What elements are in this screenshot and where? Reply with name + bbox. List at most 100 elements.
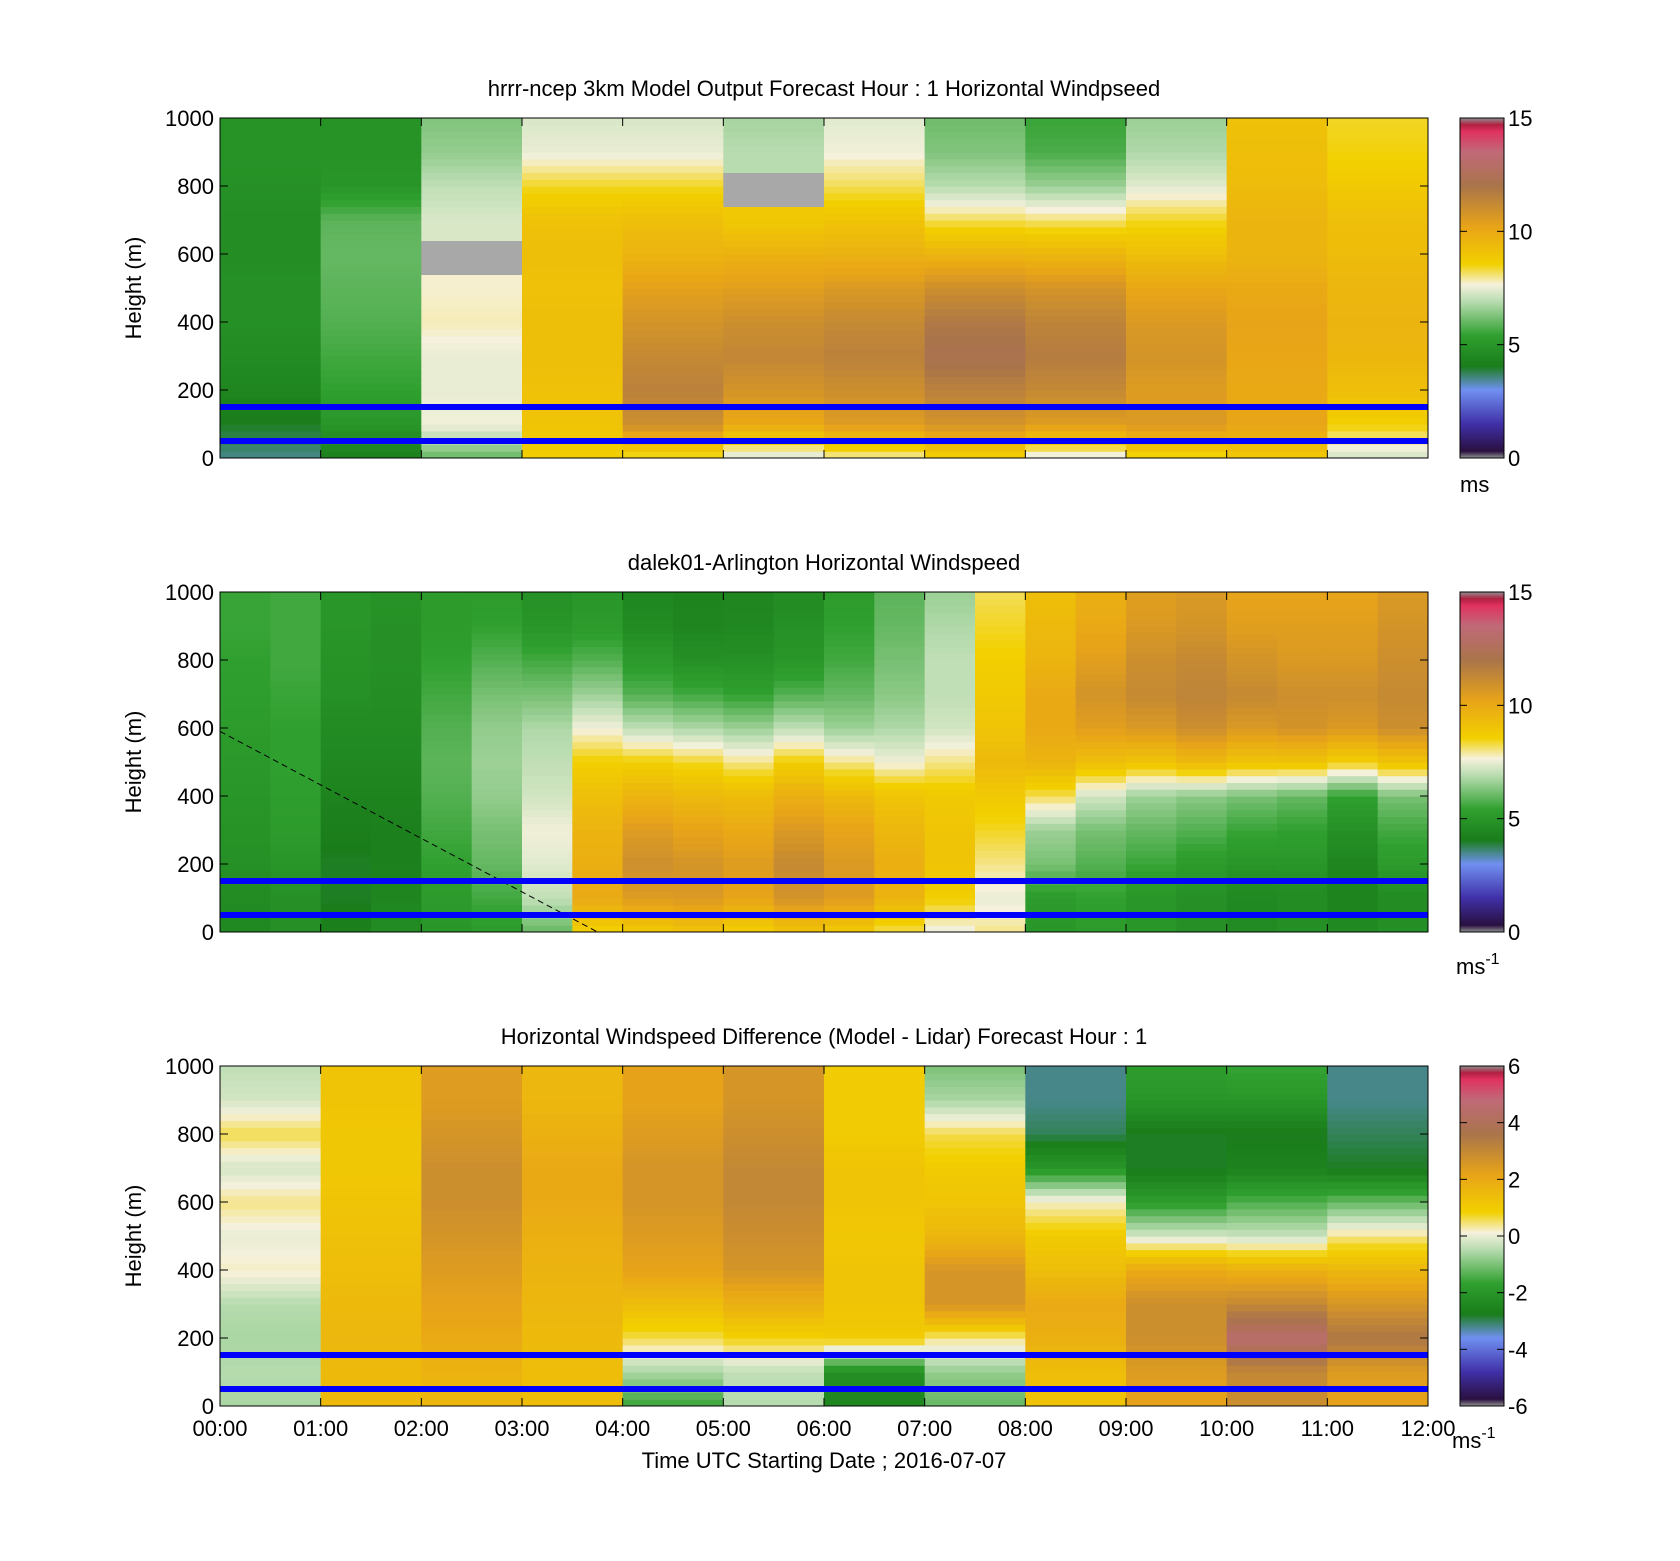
- heatmap-cell: [1327, 714, 1379, 722]
- heatmap-cell: [1176, 755, 1228, 763]
- heatmap-cell: [824, 1290, 926, 1298]
- heatmap-cell: [622, 410, 724, 418]
- heatmap-cell: [471, 904, 523, 913]
- heatmap-cell: [471, 762, 523, 770]
- heatmap-cell: [924, 1140, 1026, 1149]
- heatmap-cell: [924, 315, 1026, 323]
- heatmap-cell: [1176, 694, 1228, 702]
- heatmap-cell: [924, 728, 976, 736]
- heatmap-cell: [320, 639, 372, 647]
- heatmap-cell: [1226, 444, 1328, 452]
- heatmap-cell: [622, 1310, 724, 1319]
- heatmap-cell: [622, 1202, 724, 1210]
- heatmap-cell: [1075, 850, 1127, 858]
- heatmap-cell: [320, 1113, 422, 1121]
- y-tick-label: 400: [177, 1258, 214, 1283]
- heatmap-cell: [270, 680, 322, 688]
- heatmap-cell: [522, 1100, 624, 1108]
- heatmap-cell: [220, 904, 271, 913]
- heatmap-cell: [1327, 1331, 1428, 1339]
- heatmap-cell: [975, 632, 1026, 641]
- heatmap-cell: [1277, 843, 1328, 851]
- heatmap-cell: [622, 694, 674, 702]
- heatmap-cell: [270, 605, 322, 613]
- heatmap-cell: [673, 707, 724, 715]
- heatmap-cell: [874, 605, 926, 613]
- heatmap-cell: [220, 274, 322, 282]
- heatmap-cell: [723, 451, 825, 458]
- heatmap-cell: [1126, 1344, 1228, 1353]
- heatmap-cell: [1025, 864, 1077, 872]
- heatmap-cell: [824, 802, 875, 811]
- heatmap-cell: [1226, 281, 1328, 289]
- heatmap-cell: [572, 673, 624, 681]
- heatmap-cell: [1126, 1324, 1228, 1332]
- heatmap-cell: [1377, 700, 1428, 709]
- heatmap-cell: [874, 823, 926, 831]
- heatmap-cell: [824, 1161, 926, 1169]
- heatmap-cell: [1327, 1140, 1428, 1149]
- heatmap-cell: [924, 1358, 1026, 1366]
- heatmap-cell: [421, 802, 473, 811]
- heatmap-cell: [522, 1399, 624, 1406]
- heatmap-cell: [924, 349, 1026, 357]
- heatmap-cell: [320, 226, 422, 235]
- heatmap-cell: [1126, 1338, 1228, 1346]
- heatmap-cell: [421, 1358, 523, 1366]
- heatmap-cell: [622, 349, 724, 357]
- heatmap-cell: [1025, 192, 1127, 201]
- heatmap-cell: [320, 1372, 422, 1380]
- heatmap-cell: [320, 172, 422, 180]
- heatmap-cell: [270, 925, 322, 932]
- heatmap-cell: [1226, 267, 1328, 275]
- heatmap-cell: [421, 694, 473, 702]
- heatmap-cell: [320, 680, 372, 688]
- heatmap-cell: [975, 646, 1026, 654]
- heatmap-cell: [824, 653, 875, 661]
- heatmap-cell: [220, 369, 322, 377]
- heatmap-cell: [1025, 1113, 1127, 1121]
- heatmap-cell: [723, 864, 775, 872]
- heatmap-cell: [1327, 666, 1379, 675]
- heatmap-cell: [924, 660, 976, 668]
- heatmap-cell: [924, 782, 976, 790]
- heatmap-cell: [1226, 891, 1278, 899]
- heatmap-cell: [874, 816, 926, 824]
- heatmap-cell: [421, 857, 473, 865]
- heatmap-cell: [1226, 1195, 1328, 1203]
- heatmap-cell: [320, 390, 422, 398]
- heatmap-cell: [522, 1188, 624, 1196]
- heatmap-cell: [320, 734, 372, 743]
- heatmap-cell: [371, 891, 422, 899]
- heatmap-cell: [1226, 1263, 1328, 1271]
- heatmap-cell: [975, 857, 1026, 865]
- heatmap-cell: [220, 226, 322, 235]
- heatmap-cell: [1327, 349, 1428, 357]
- heatmap-cell: [874, 592, 926, 600]
- heatmap-cell: [421, 598, 473, 607]
- heatmap-cell: [220, 700, 271, 709]
- heatmap-cell: [924, 612, 976, 620]
- heatmap-cell: [522, 192, 624, 201]
- heatmap-cell: [622, 925, 674, 932]
- heatmap-cell: [924, 1208, 1026, 1217]
- heatmap-cell: [220, 1263, 322, 1271]
- heatmap-cell: [924, 226, 1026, 235]
- heatmap-cell: [824, 748, 875, 756]
- heatmap-cell: [1377, 748, 1428, 756]
- heatmap-cell: [773, 884, 825, 892]
- heatmap-cell: [874, 864, 926, 872]
- heatmap-cell: [1025, 592, 1077, 600]
- heatmap-cell: [924, 417, 1026, 425]
- heatmap-cell: [320, 240, 422, 248]
- heatmap-cell: [1226, 626, 1278, 634]
- heatmap-cell: [371, 870, 422, 879]
- heatmap-cell: [1226, 254, 1328, 262]
- heatmap-cell: [1327, 1378, 1428, 1387]
- heatmap-cell: [622, 152, 724, 160]
- heatmap-cell: [673, 802, 724, 811]
- heatmap-cell: [220, 1072, 322, 1081]
- heatmap-cell: [723, 1270, 825, 1278]
- heatmap-cell: [220, 1344, 322, 1353]
- heatmap-cell: [220, 721, 271, 729]
